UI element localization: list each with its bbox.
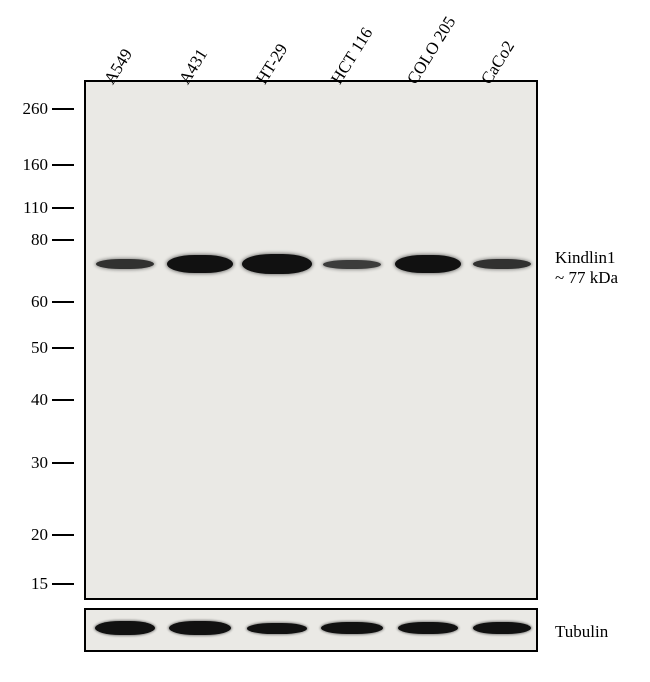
mw-marker-label: 260 [12, 99, 48, 119]
target-band [242, 254, 312, 274]
mw-tick [52, 207, 74, 209]
main-membrane [84, 80, 538, 600]
target-band [323, 260, 381, 269]
target-band [167, 255, 233, 273]
mw-tick [52, 583, 74, 585]
target-band [96, 259, 154, 269]
loading-band [321, 622, 383, 634]
mw-marker-label: 20 [12, 525, 48, 545]
target-protein-name: Kindlin1 [555, 248, 615, 268]
mw-tick [52, 462, 74, 464]
mw-marker-label: 80 [12, 230, 48, 250]
lane-label: HCT 116 [327, 24, 377, 88]
mw-tick [52, 534, 74, 536]
mw-marker-label: 30 [12, 453, 48, 473]
loading-band [95, 621, 155, 635]
loading-band [247, 623, 307, 634]
mw-marker-label: 40 [12, 390, 48, 410]
mw-marker-label: 15 [12, 574, 48, 594]
loading-band [398, 622, 458, 634]
target-band [473, 259, 531, 269]
mw-tick [52, 108, 74, 110]
blot-figure: A549A431HT-29HCT 116COLO 205CaCo2 260160… [0, 0, 650, 682]
mw-tick [52, 239, 74, 241]
mw-marker-label: 60 [12, 292, 48, 312]
loading-band [169, 621, 231, 635]
loading-control-name: Tubulin [555, 622, 608, 642]
mw-tick [52, 347, 74, 349]
mw-marker-label: 50 [12, 338, 48, 358]
mw-tick [52, 164, 74, 166]
mw-tick [52, 301, 74, 303]
loading-band [473, 622, 531, 634]
target-protein-mw: ~ 77 kDa [555, 268, 618, 288]
mw-tick [52, 399, 74, 401]
target-band [395, 255, 461, 273]
mw-marker-label: 110 [12, 198, 48, 218]
mw-marker-label: 160 [12, 155, 48, 175]
lane-label: COLO 205 [403, 13, 460, 88]
